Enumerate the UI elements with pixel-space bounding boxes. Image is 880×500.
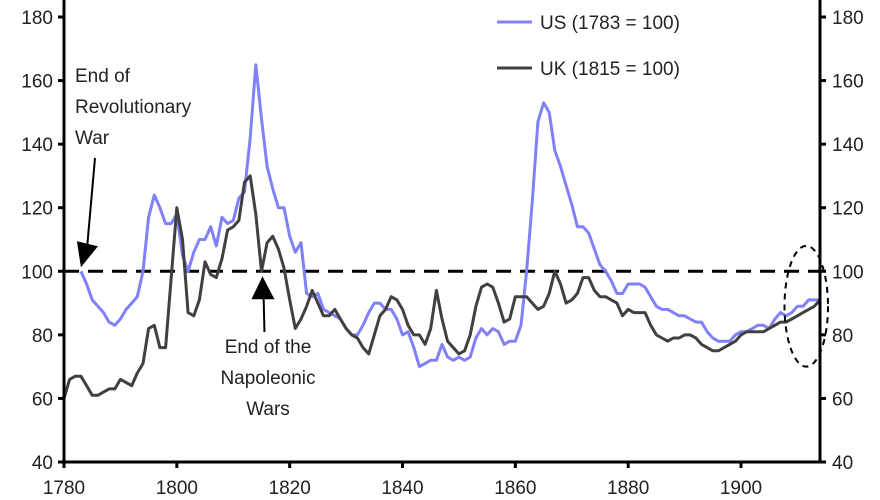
x-tick-label: 1880: [607, 478, 649, 499]
y-tick-label-left: 160: [21, 72, 53, 93]
legend-label-us: US (1783 = 100): [540, 13, 680, 34]
x-tick-label: 1900: [720, 478, 762, 499]
y-tick-label-left: 60: [32, 389, 53, 410]
y-tick-label-right: 100: [832, 262, 864, 283]
annotation-text-line: End of: [75, 66, 131, 87]
y-tick-label-right: 60: [832, 389, 853, 410]
y-tick-label-right: 140: [832, 135, 864, 156]
y-tick-label-right: 160: [832, 72, 864, 93]
x-tick-label: 1860: [494, 478, 536, 499]
arrowhead-revolutionary-war: [76, 241, 98, 268]
series-line-uk: [62, 174, 822, 399]
x-tick-label: 1780: [43, 478, 85, 499]
y-tick-label-left: 100: [21, 262, 53, 283]
series-line-us: [79, 63, 820, 369]
y-tick-label-right: 180: [832, 8, 864, 29]
arrowhead-napoleonic-wars: [251, 276, 275, 300]
annotation-text-line: End of the: [225, 337, 312, 358]
y-tick-label-left: 140: [21, 135, 53, 156]
annotation-text-line: Wars: [246, 399, 290, 420]
x-tick-label: 1800: [156, 478, 198, 499]
annotation-revolutionary-war: End of Revolutionary War: [75, 66, 192, 149]
x-tick-label: 1840: [381, 478, 423, 499]
legend-label-uk: UK (1815 = 100): [540, 59, 680, 80]
y-tick-label-right: 40: [832, 453, 853, 474]
y-tick-label-right: 80: [832, 326, 853, 347]
y-tick-label-left: 40: [32, 453, 53, 474]
y-tick-label-right: 120: [832, 199, 864, 220]
annotation-napoleonic-wars: End of the Napoleonic Wars: [220, 337, 315, 420]
legend: US (1783 = 100) UK (1815 = 100): [497, 13, 680, 80]
y-tick-label-left: 80: [32, 326, 53, 347]
arrow-revolutionary-war: [85, 157, 96, 250]
highlight-dashed-ellipse: [783, 244, 829, 368]
annotation-text-line: Revolutionary: [75, 97, 192, 118]
y-tick-label-left: 180: [21, 8, 53, 29]
annotation-text-line: War: [75, 128, 110, 149]
annotation-text-line: Napoleonic: [220, 368, 315, 389]
y-tick-label-left: 120: [21, 199, 53, 220]
x-tick-label: 1820: [269, 478, 311, 499]
